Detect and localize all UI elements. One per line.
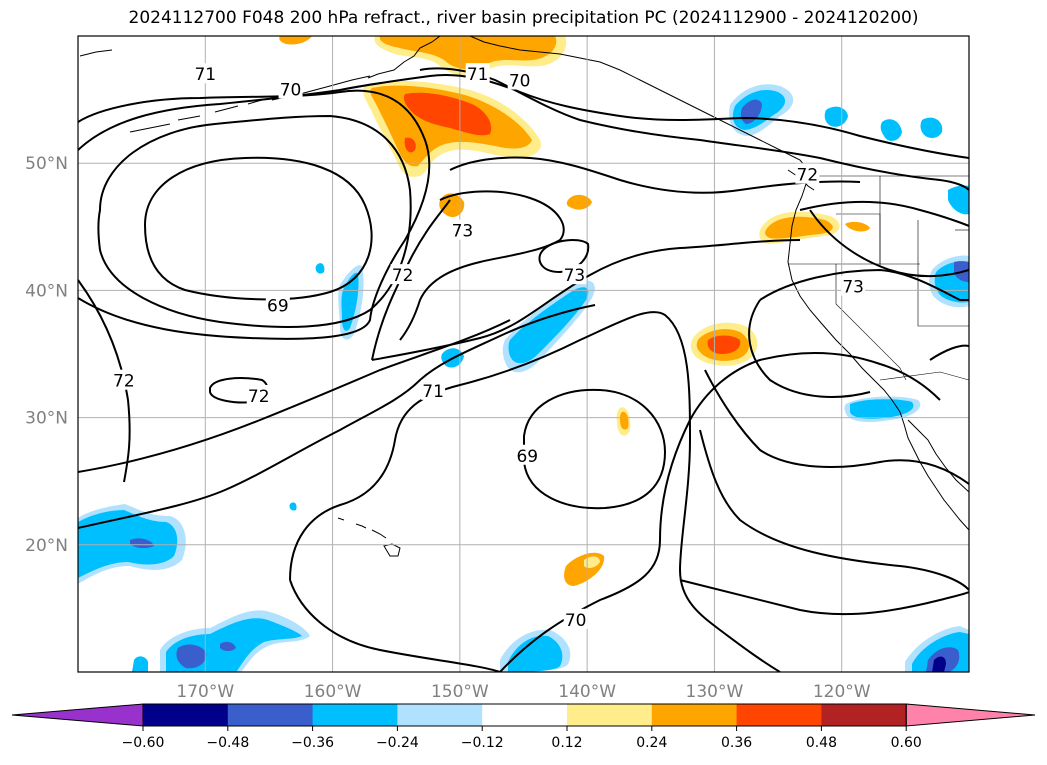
lon-tick-label: 160°W — [304, 682, 362, 702]
negative-anomaly-region — [176, 644, 207, 669]
contour-label: 70 — [565, 611, 587, 631]
precipitation-pc-shading — [78, 36, 969, 672]
contour-label: 71 — [467, 65, 489, 85]
contour-label-bg — [795, 163, 820, 184]
colorbar-tick-label: 0.60 — [891, 735, 922, 751]
colorbar-frame — [142, 703, 907, 727]
colorbar-tick-label: −0.12 — [461, 735, 504, 751]
contour-label-bg — [246, 384, 271, 405]
contour-label-bg — [465, 63, 490, 84]
colorbar-segment — [397, 704, 483, 726]
contour-label: 69 — [516, 447, 538, 467]
negative-anomaly-region — [920, 117, 943, 138]
colorbar-tick-label: 0.36 — [721, 735, 752, 751]
colorbar-segment — [651, 704, 738, 726]
positive-anomaly-region — [279, 36, 312, 45]
positive-anomaly-region — [584, 556, 600, 569]
contour-label-bg — [111, 369, 136, 390]
latitude-labels: 20°N 30°N 40°N 50°N — [25, 154, 68, 556]
contour-label: 71 — [422, 382, 444, 402]
positive-anomaly-region — [707, 335, 741, 354]
contour-label: 72 — [797, 166, 819, 186]
colorbar-segment — [736, 704, 822, 726]
contour-label: 71 — [194, 65, 216, 85]
positive-anomaly-region — [845, 221, 870, 232]
negative-anomaly-region — [130, 538, 154, 549]
colorbar-tick-label: 0.12 — [551, 735, 582, 751]
colorbar-extend-low — [11, 703, 144, 727]
positive-anomaly-region — [566, 194, 592, 210]
colorbar-segment — [143, 704, 229, 726]
colorbar-segment — [482, 704, 568, 726]
contour-label-bg — [421, 379, 446, 400]
lon-tick-label: 140°W — [558, 682, 616, 702]
contour-label-bg — [562, 264, 587, 285]
colorbar-tick-label: −0.36 — [291, 735, 334, 751]
contour-labels: 71 70 71 70 72 73 73 73 72 69 72 72 71 69 70 — [111, 63, 866, 631]
contour-label-bg — [507, 69, 532, 90]
colorbar: −0.60 −0.48 −0.36 −0.24 −0.12 0.12 0.24 0.36 0.4… — [11, 703, 1036, 751]
lon-tick-label: 130°W — [686, 682, 744, 702]
contour-label-bg — [563, 608, 588, 629]
contour-label-bg — [515, 444, 540, 465]
map-frame — [77, 35, 970, 673]
positive-anomaly-region — [620, 411, 629, 430]
contour-label: 73 — [564, 266, 586, 286]
contour-label-bg — [265, 294, 290, 315]
chart-title: 2024112700 F048 200 hPa refract., river … — [128, 8, 919, 28]
lat-tick-label: 20°N — [25, 536, 68, 556]
positive-anomaly-region — [404, 137, 416, 153]
contour-label-bg — [841, 275, 866, 296]
colorbar-segment — [821, 704, 907, 726]
contour-label: 70 — [509, 72, 531, 92]
positive-anomaly-region — [404, 92, 492, 136]
positive-anomaly-region — [439, 193, 465, 218]
contour-label: 73 — [842, 278, 864, 298]
negative-anomaly-region — [289, 502, 297, 511]
contour-label: 70 — [280, 80, 302, 100]
negative-anomaly-region — [315, 263, 325, 274]
positive-anomaly-region — [379, 36, 557, 70]
negative-anomaly-region — [880, 119, 902, 141]
negative-anomaly-region — [132, 656, 148, 672]
contour-label-bg — [193, 63, 218, 84]
colorbar-segment — [567, 704, 653, 726]
contour-label: 72 — [113, 372, 135, 392]
colorbar-tick-label: −0.60 — [122, 735, 165, 751]
negative-anomaly-region — [508, 635, 563, 672]
lon-tick-label: 150°W — [431, 682, 489, 702]
negative-anomaly-region — [932, 656, 946, 672]
refractivity-contours — [78, 67, 969, 672]
colorbar-tick-label: −0.48 — [206, 735, 249, 751]
contour-label-bg — [450, 219, 475, 240]
negative-anomaly-region — [341, 272, 359, 331]
colorbar-segment — [312, 704, 398, 726]
contour-label-bg — [278, 78, 303, 99]
negative-anomaly-region — [850, 399, 914, 419]
contour-label: 69 — [267, 297, 289, 317]
negative-anomaly-region — [78, 510, 178, 578]
colorbar-tick-label: 0.48 — [806, 735, 837, 751]
negative-anomaly-region — [220, 641, 236, 651]
negative-anomaly-region — [508, 287, 589, 364]
colorbar-segment — [227, 704, 314, 726]
longitude-labels: 170°W 160°W 150°W 140°W 130°W 120°W — [176, 682, 870, 702]
positive-anomaly-region — [765, 216, 833, 239]
lat-tick-label: 50°N — [25, 154, 68, 174]
contour-label: 73 — [452, 222, 474, 242]
colorbar-tick-label: −0.24 — [376, 735, 419, 751]
colorbar-tick-label: 0.24 — [636, 735, 667, 751]
colorbar-extend-high — [905, 703, 1036, 727]
contour-label: 72 — [248, 387, 270, 407]
contour-label-bg — [390, 264, 415, 285]
lat-tick-label: 30°N — [25, 409, 68, 429]
lon-tick-label: 120°W — [813, 682, 871, 702]
negative-anomaly-region — [948, 185, 969, 215]
contour-label: 72 — [392, 266, 414, 286]
lat-tick-label: 40°N — [25, 281, 68, 301]
lon-tick-label: 170°W — [176, 682, 234, 702]
